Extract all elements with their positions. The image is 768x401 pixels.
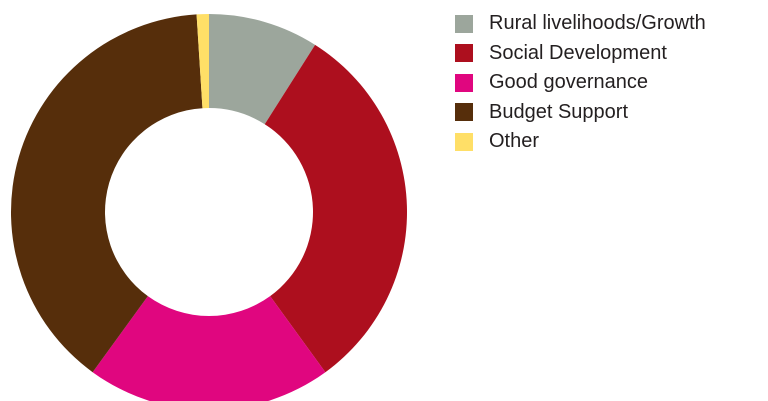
legend-item: Budget Support bbox=[455, 98, 706, 128]
legend-item: Other bbox=[455, 127, 706, 157]
donut-slice-budget-support bbox=[10, 14, 203, 373]
legend-label: Budget Support bbox=[489, 100, 628, 123]
chart-legend: Rural livelihoods/Growth Social Developme… bbox=[455, 9, 706, 157]
legend-label: Other bbox=[489, 130, 540, 153]
legend-swatch bbox=[455, 14, 473, 33]
legend-swatch bbox=[455, 132, 473, 151]
donut-slice-good-governance bbox=[92, 296, 326, 401]
legend-swatch bbox=[455, 73, 473, 92]
legend-item: Social Development bbox=[455, 39, 706, 69]
donut-slice-social-development bbox=[264, 44, 408, 373]
donut-slice-rural-livelihoods-growth bbox=[209, 13, 316, 125]
legend-item: Good governance bbox=[455, 68, 706, 98]
legend-label: Rural livelihoods/Growth bbox=[489, 12, 706, 35]
legend-swatch bbox=[455, 44, 473, 63]
legend-swatch bbox=[455, 103, 473, 122]
legend-label: Good governance bbox=[489, 71, 649, 94]
legend-item: Rural livelihoods/Growth bbox=[455, 9, 706, 39]
donut-slice-other bbox=[196, 13, 209, 109]
donut-chart bbox=[10, 13, 408, 401]
legend-label: Social Development bbox=[489, 41, 667, 64]
